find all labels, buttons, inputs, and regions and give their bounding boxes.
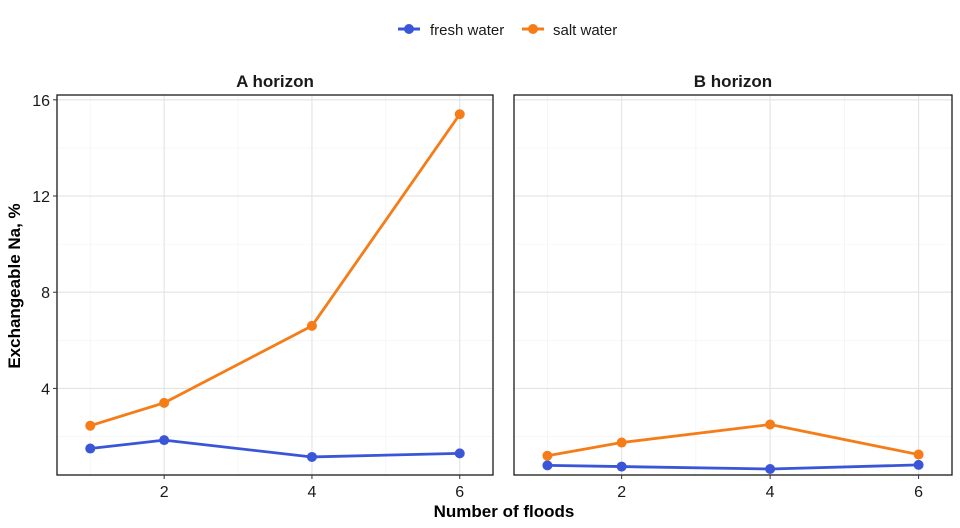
- legend-entry-salt-water: salt water: [522, 22, 617, 39]
- data-point-salt-water: [454, 109, 465, 120]
- panel-border: [513, 94, 953, 476]
- panel-title-b-horizon: B horizon: [694, 72, 772, 91]
- y-tick-label: 8: [41, 285, 50, 302]
- x-tick-label: 2: [617, 484, 626, 501]
- panels: A horizon 2 4 6 4 8 12 16 B horizon 2 4 6: [32, 72, 953, 501]
- x-tick-label: 4: [307, 484, 316, 501]
- legend-label-salt-water: salt water: [553, 22, 617, 39]
- data-point-fresh-water: [454, 448, 465, 459]
- data-point-salt-water: [542, 450, 553, 461]
- data-point-fresh-water: [765, 463, 776, 474]
- data-point-salt-water: [306, 320, 317, 331]
- x-tick-label: 2: [160, 484, 169, 501]
- y-axis-title: Exchangeable Na, %: [5, 203, 24, 368]
- data-point-fresh-water: [85, 443, 96, 454]
- y-tick-label: 4: [41, 381, 50, 398]
- data-point-fresh-water: [159, 435, 170, 446]
- data-point-salt-water: [765, 419, 776, 430]
- legend: fresh water salt water: [398, 22, 617, 39]
- panel-a-horizon: A horizon 2 4 6 4 8 12 16: [32, 72, 494, 501]
- data-point-fresh-water: [542, 460, 553, 471]
- data-point-salt-water: [85, 420, 96, 431]
- data-point-fresh-water: [306, 451, 317, 462]
- series-line-salt-water: [546, 423, 920, 458]
- series-line-fresh-water: [546, 463, 920, 471]
- panel-title-a-horizon: A horizon: [236, 72, 314, 91]
- legend-key-marker-salt-water: [528, 24, 538, 34]
- x-tick-label: 6: [914, 484, 923, 501]
- panel-border: [56, 94, 494, 476]
- panel-b-horizon: B horizon 2 4 6: [513, 72, 953, 501]
- series-line-fresh-water: [88, 438, 462, 459]
- x-tick-label: 4: [766, 484, 775, 501]
- data-point-salt-water: [616, 437, 627, 448]
- legend-key-marker-fresh-water: [404, 24, 414, 34]
- legend-label-fresh-water: fresh water: [430, 22, 504, 39]
- y-tick-label: 16: [32, 93, 50, 110]
- y-tick-label: 12: [32, 189, 50, 206]
- x-axis-title: Number of floods: [434, 502, 575, 521]
- data-point-salt-water: [159, 397, 170, 408]
- data-point-fresh-water: [616, 461, 627, 472]
- legend-entry-fresh-water: fresh water: [398, 22, 504, 39]
- data-point-salt-water: [913, 449, 924, 460]
- data-point-fresh-water: [913, 459, 924, 470]
- x-tick-label: 6: [455, 484, 464, 501]
- series-line-salt-water: [88, 112, 462, 428]
